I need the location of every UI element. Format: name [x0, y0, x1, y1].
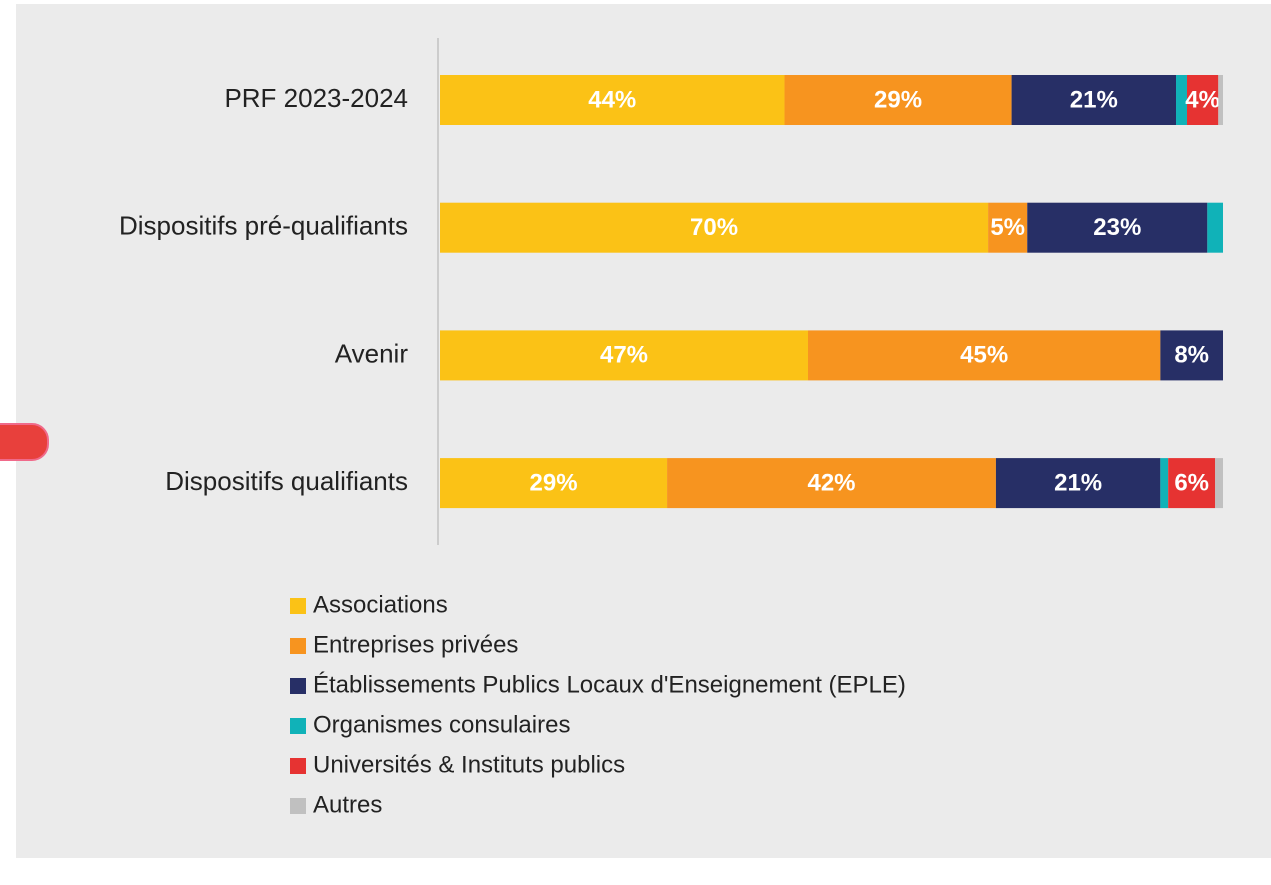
legend-swatch: [290, 598, 306, 614]
bar-segment: [667, 458, 996, 509]
data-label: 21%: [1054, 469, 1102, 496]
bar-segment: [440, 75, 785, 125]
data-label: 8%: [1174, 342, 1209, 369]
category-label: PRF 2023-2024: [224, 83, 408, 113]
bar-segment: [1027, 202, 1208, 253]
bar-segment: [440, 202, 989, 253]
legend-label: Autres: [313, 791, 382, 818]
bar-segment: [1160, 458, 1169, 509]
category-label: Dispositifs pré-qualifiants: [119, 211, 408, 241]
data-label: 47%: [600, 342, 648, 369]
bar-segment: [440, 458, 668, 509]
bar-segment: [1207, 202, 1223, 253]
data-label: 21%: [1070, 86, 1118, 113]
bar-segment: [988, 202, 1028, 253]
bar-segment: [1168, 458, 1216, 509]
legend-swatch: [290, 798, 306, 814]
data-label: 29%: [874, 86, 922, 113]
category-label: Avenir: [335, 338, 409, 368]
data-label: 70%: [690, 214, 738, 241]
legend-label: Associations: [313, 591, 448, 618]
legend-label: Établissements Publics Locaux d'Enseigne…: [313, 671, 906, 698]
data-label: 4%: [1185, 86, 1220, 113]
data-label: 42%: [807, 469, 855, 496]
legend-label: Universités & Instituts publics: [313, 751, 625, 778]
legend-swatch: [290, 678, 306, 694]
legend-swatch: [290, 758, 306, 774]
bar-segment: [1215, 458, 1223, 509]
data-label: 45%: [960, 342, 1008, 369]
data-label: 44%: [588, 86, 636, 113]
bar-segment: [1218, 75, 1223, 125]
legend-label: Entreprises privées: [313, 631, 518, 658]
bar-segment: [1176, 75, 1187, 125]
legend-swatch: [290, 638, 306, 654]
legend-label: Organismes consulaires: [313, 711, 570, 738]
bar-segment: [440, 330, 809, 381]
data-label: 29%: [530, 469, 578, 496]
panel-background: [16, 4, 1271, 858]
bar-segment: [1160, 330, 1223, 381]
side-tab: [0, 423, 49, 461]
bar-segment: [784, 75, 1012, 125]
legend-swatch: [290, 718, 306, 734]
category-label: Dispositifs qualifiants: [165, 466, 408, 496]
bar-segment: [808, 330, 1161, 381]
bar-segment: [1011, 75, 1177, 125]
data-label: 23%: [1093, 214, 1141, 241]
data-label: 5%: [990, 214, 1025, 241]
data-label: 6%: [1174, 469, 1209, 496]
bar-segment: [1186, 75, 1219, 125]
bar-segment: [995, 458, 1161, 509]
